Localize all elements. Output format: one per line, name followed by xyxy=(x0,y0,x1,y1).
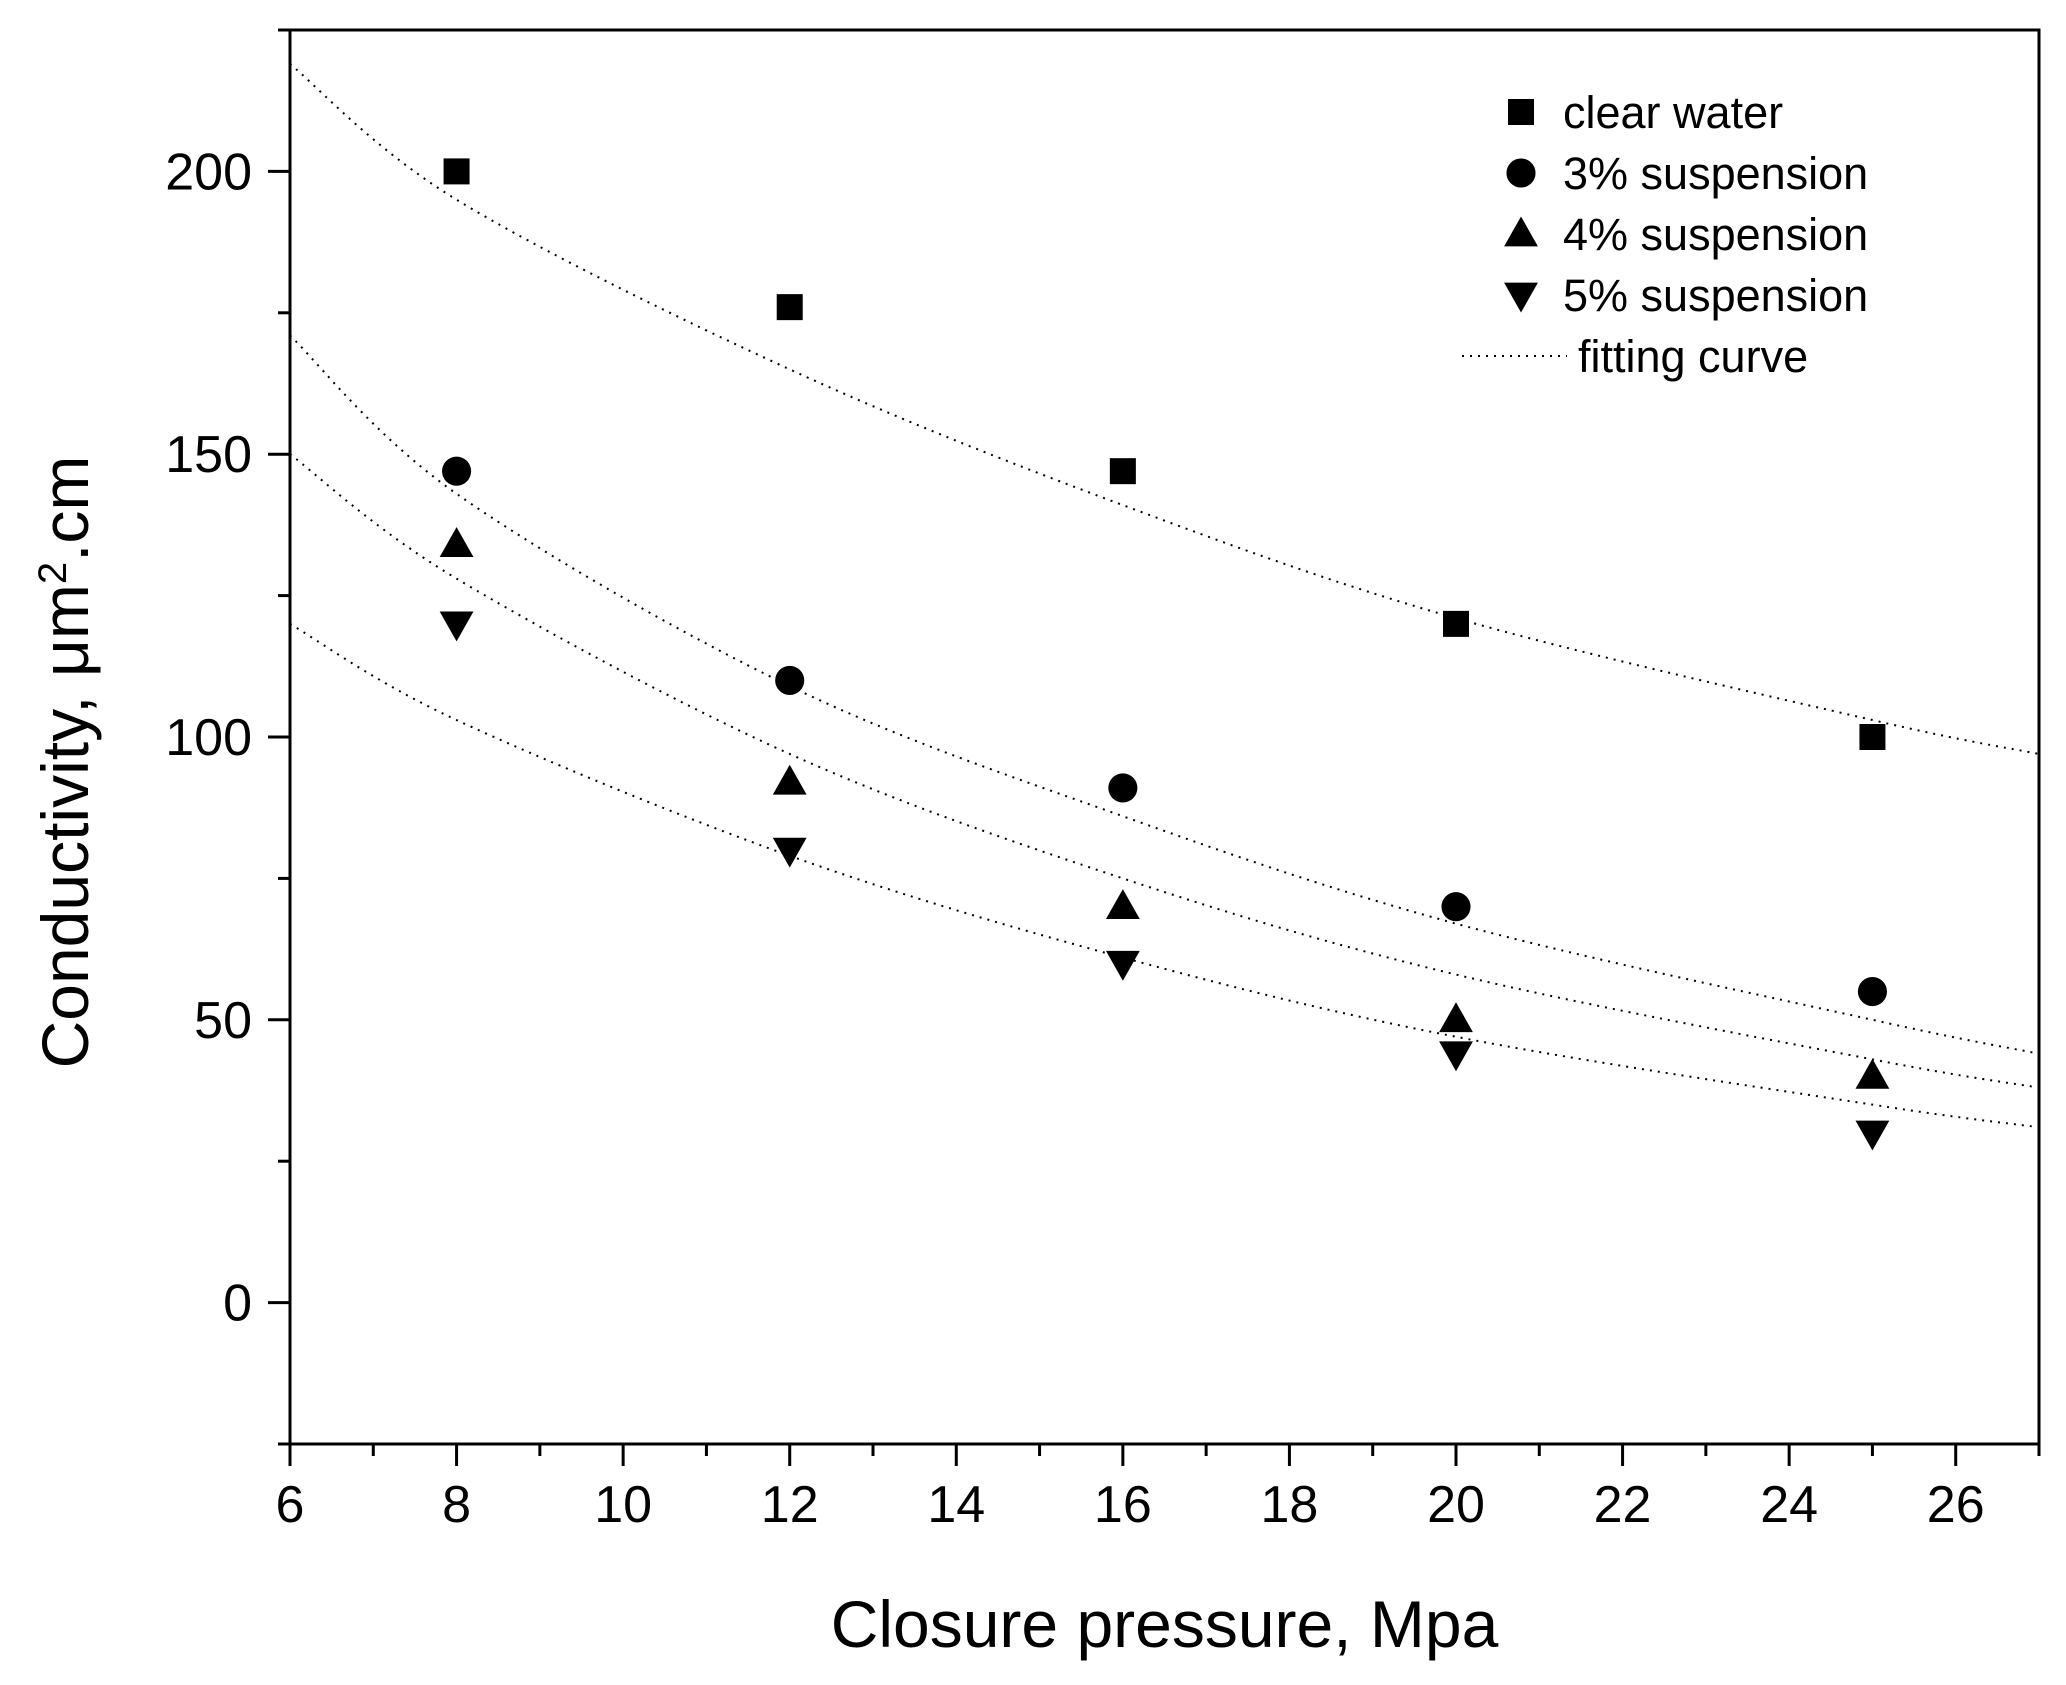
data-point-triangle-down xyxy=(439,611,474,642)
x-tick-label: 12 xyxy=(761,1476,819,1534)
data-point-square xyxy=(443,158,470,185)
data-point-triangle-up xyxy=(772,764,807,795)
legend-label: 5% suspension xyxy=(1563,270,1868,321)
data-point-triangle-up xyxy=(439,527,474,558)
legend-marker-square xyxy=(1508,99,1534,125)
y-axis: 0 50 100 150 200 xyxy=(165,28,290,1446)
data-point-square xyxy=(1859,724,1886,750)
y-tick-label: 0 xyxy=(223,1275,252,1333)
fitting-curve xyxy=(289,453,2040,1089)
data-point-triangle-up xyxy=(1105,889,1140,920)
x-tick-label: 26 xyxy=(1927,1476,1985,1534)
x-tick-label: 18 xyxy=(1261,1476,1319,1534)
x-tick-label: 6 xyxy=(276,1476,305,1534)
y-axis-title: Conductivity, μm2.cm xyxy=(28,456,102,1069)
data-point-square xyxy=(776,294,803,321)
data-point-triangle-down xyxy=(1439,1041,1473,1072)
x-tick-label: 16 xyxy=(1094,1476,1152,1534)
legend-label: 3% suspension xyxy=(1563,148,1868,199)
data-point-circle xyxy=(775,665,805,695)
x-tick-label: 20 xyxy=(1427,1476,1485,1534)
legend-label: clear water xyxy=(1563,87,1783,138)
x-axis: 6 8 10 12 14 16 18 20 22 24 26 xyxy=(276,1444,2041,1534)
data-point-triangle-down xyxy=(772,837,807,868)
data-point-triangle-up xyxy=(1855,1058,1890,1089)
x-tick-label: 22 xyxy=(1594,1476,1652,1534)
data-point-circle xyxy=(1857,976,1887,1007)
data-point-square xyxy=(1109,458,1136,485)
x-tick-label: 14 xyxy=(927,1476,985,1534)
data-point-triangle-down xyxy=(1105,950,1140,981)
data-point-circle xyxy=(1108,773,1138,803)
y-axis-title-unit: .cm xyxy=(28,456,102,562)
legend: clear water 3% suspension 4% suspension 5% … xyxy=(1462,87,1868,382)
fitting-curve xyxy=(289,63,2040,755)
y-axis-title-superscript: 2 xyxy=(31,562,75,584)
data-point-triangle-down xyxy=(1855,1120,1890,1151)
y-tick-label: 100 xyxy=(165,709,252,767)
legend-marker-triangle-up xyxy=(1504,216,1538,247)
y-tick-label: 50 xyxy=(194,992,252,1050)
x-tick-label: 24 xyxy=(1760,1476,1818,1534)
y-tick-label: 200 xyxy=(165,143,252,201)
y-tick-label: 150 xyxy=(165,426,252,484)
data-point-square xyxy=(1443,610,1469,637)
y-axis-title-main: Conductivity, μm xyxy=(28,584,102,1068)
fitting-curve xyxy=(289,623,2040,1129)
legend-marker-circle xyxy=(1506,158,1536,188)
data-point-triangle-up xyxy=(1439,1002,1473,1033)
fitting-curve xyxy=(289,334,2040,1055)
fitting-curves xyxy=(289,63,2040,1129)
data-point-circle xyxy=(1441,892,1471,922)
legend-label: 4% suspension xyxy=(1563,209,1868,260)
x-tick-label: 10 xyxy=(594,1476,652,1534)
data-point-circle xyxy=(442,456,472,486)
legend-label: fitting curve xyxy=(1578,331,1808,382)
data-markers xyxy=(439,158,1890,1151)
legend-marker-triangle-down xyxy=(1504,282,1538,313)
x-tick-label: 8 xyxy=(442,1476,471,1534)
x-axis-title: Closure pressure, Mpa xyxy=(831,1587,1499,1661)
